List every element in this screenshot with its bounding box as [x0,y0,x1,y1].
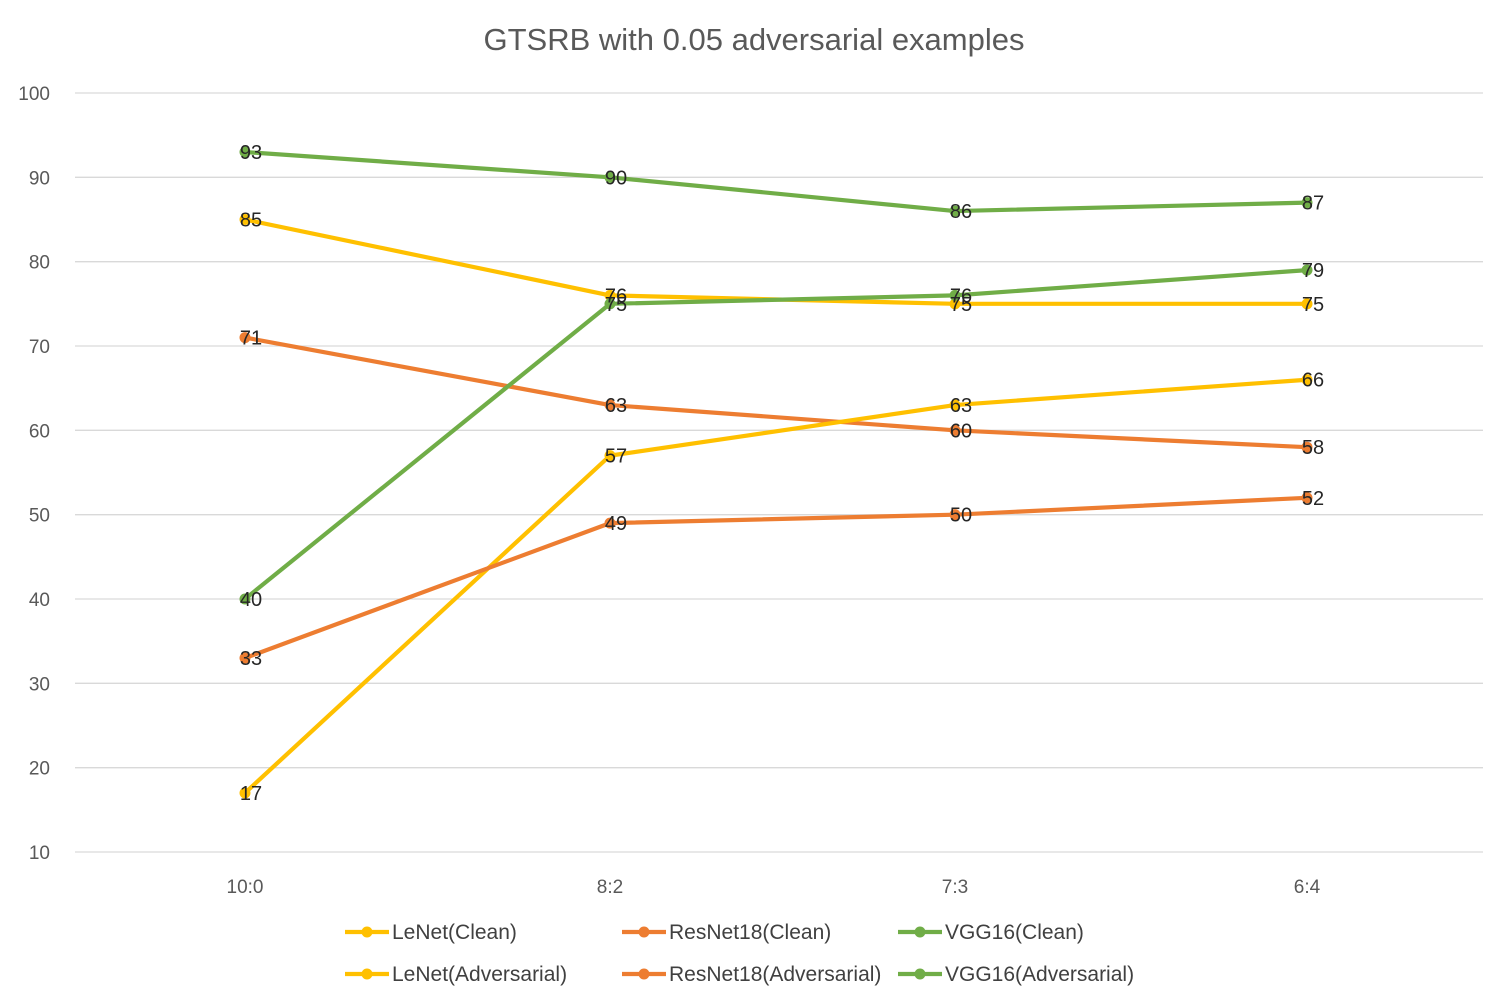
legend-label: LeNet(Clean) [392,921,517,944]
data-label: 75 [605,294,627,316]
data-label: 66 [1302,370,1324,392]
y-tick-label: 60 [29,421,50,442]
data-point [604,298,616,310]
x-tick-label: 8:2 [597,877,623,898]
y-tick-label: 100 [18,84,50,105]
legend-swatch-marker [638,926,650,938]
data-label: 60 [950,420,972,442]
data-label: 49 [605,513,627,535]
data-point [1301,298,1313,310]
data-point [604,171,616,183]
series-line [242,335,1310,450]
y-tick-label: 90 [29,168,50,189]
data-point [604,289,616,301]
data-label: 93 [240,142,262,164]
data-point [1301,197,1313,209]
legend-swatch-marker [914,968,926,980]
y-tick-label: 50 [29,506,50,527]
legend-label: ResNet18(Adversarial) [669,963,881,986]
x-tick-label: 6:4 [1294,877,1321,898]
data-label: 33 [240,648,262,670]
legend-swatch-marker [361,968,373,980]
data-label: 63 [950,395,972,417]
y-tick-label: 10 [29,843,50,864]
data-point [949,509,961,521]
data-label: 40 [240,589,262,611]
data-point [239,593,251,605]
series-line [242,149,1310,214]
data-point [1301,492,1313,504]
series-line [242,377,1310,796]
y-tick-label: 20 [29,759,50,780]
data-label: 90 [605,167,627,189]
data-label: 79 [1302,260,1324,282]
data-label: 63 [605,395,627,417]
series-line [242,268,1310,602]
x-tick-label: 7:3 [942,877,968,898]
data-point [239,652,251,664]
data-point [1301,441,1313,453]
data-label: 76 [950,285,972,307]
data-point [949,424,961,436]
data-point [949,205,961,217]
data-point [1301,264,1313,276]
data-label: 87 [1302,193,1324,215]
legend-label: VGG16(Adversarial) [945,963,1134,986]
x-tick-label: 10:0 [227,877,264,898]
data-label: 58 [1302,437,1324,459]
legend-swatch-marker [638,968,650,980]
chart-title: GTSRB with 0.05 adversarial examples [483,22,1025,57]
data-point [1301,374,1313,386]
data-point [604,517,616,529]
data-point [949,289,961,301]
data-label: 75 [950,294,972,316]
data-point [239,787,251,799]
data-point [239,146,251,158]
legend-swatch-marker [361,926,373,938]
data-label: 17 [240,783,262,805]
data-point [239,332,251,344]
y-tick-label: 70 [29,337,50,358]
data-label: 50 [950,505,972,527]
legend-swatch-marker [914,926,926,938]
data-label: 75 [1302,294,1324,316]
data-point [239,214,251,225]
data-point [604,450,616,462]
y-tick-label: 40 [29,590,50,611]
legend-label: ResNet18(Clean) [669,921,831,944]
data-label: 86 [950,201,972,223]
data-point [949,298,961,310]
legend-label: LeNet(Adversarial) [392,963,567,986]
data-label: 76 [605,285,627,307]
series-line [242,495,1310,661]
data-point [604,399,616,411]
data-label: 52 [1302,488,1324,510]
y-tick-label: 80 [29,253,50,274]
y-tick-label: 30 [29,674,50,695]
data-label: 85 [240,210,262,232]
data-point [949,399,961,411]
data-label: 57 [605,446,627,468]
legend-label: VGG16(Clean) [945,921,1084,944]
data-label: 71 [240,328,262,350]
